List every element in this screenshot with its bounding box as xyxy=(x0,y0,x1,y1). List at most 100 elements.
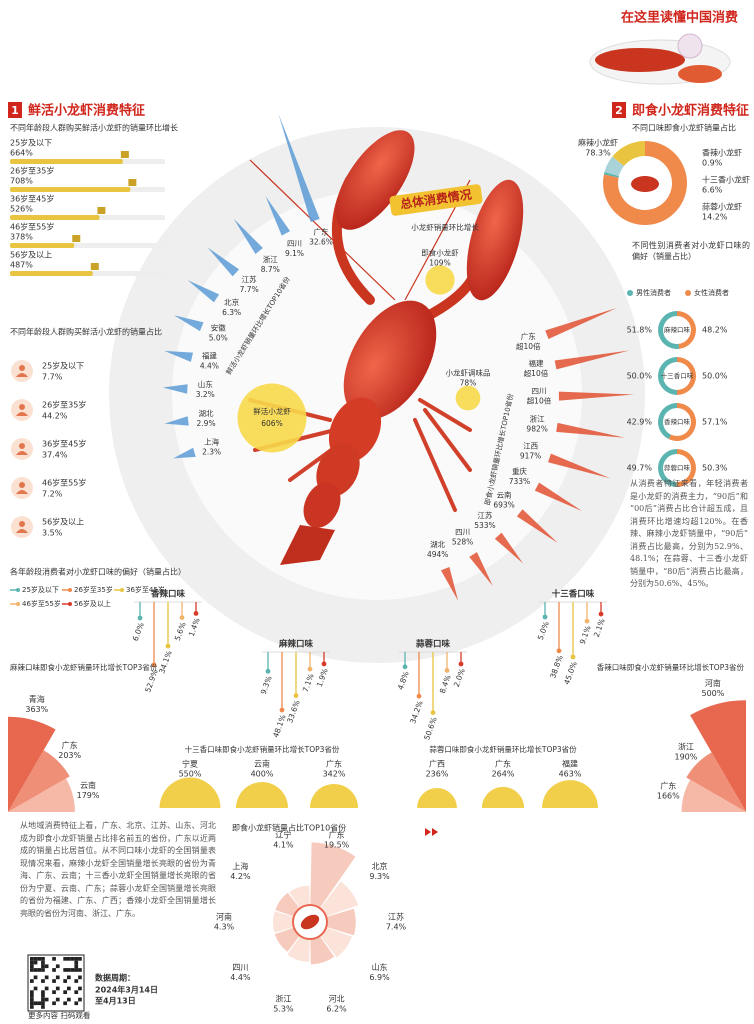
legend-marker xyxy=(68,602,72,606)
value-label: 超10倍 xyxy=(524,368,549,378)
qr-cell xyxy=(30,1001,34,1006)
category-label: 广东 xyxy=(521,331,536,341)
value-label: 109% xyxy=(429,258,450,267)
category-label: 鲜活小龙虾 xyxy=(253,406,291,416)
person-icon xyxy=(16,373,28,377)
header-title: 在这里读懂中国消费 xyxy=(621,10,738,26)
category-label: 江苏 xyxy=(242,274,257,284)
value-label: 78% xyxy=(460,379,477,388)
qr-cell xyxy=(30,1005,34,1009)
lollipop-dot xyxy=(542,614,548,620)
value-label: 44.2% xyxy=(42,412,68,421)
spike xyxy=(534,482,583,512)
qr-cell xyxy=(30,994,34,998)
qr-cell xyxy=(41,997,45,1002)
qr-cell xyxy=(70,957,75,961)
value-label: 6.9% xyxy=(369,973,390,982)
value-label: 2.9% xyxy=(197,419,216,428)
value-label: 4.8% xyxy=(396,670,411,691)
cart-icon xyxy=(90,263,99,270)
spike xyxy=(187,280,220,303)
category-label: 山东 xyxy=(198,379,213,389)
value-label: 733% xyxy=(509,477,530,486)
lollipop-dot xyxy=(321,661,327,667)
spike xyxy=(162,384,188,394)
person-icon xyxy=(19,365,25,371)
category-label: 云南 xyxy=(497,489,512,499)
ring-male xyxy=(657,449,677,487)
spike xyxy=(554,350,630,370)
tail xyxy=(303,482,341,528)
value-label: 533% xyxy=(474,521,495,530)
person-icon xyxy=(16,412,28,416)
category-label: 北京 xyxy=(224,297,239,307)
lollipop-dot xyxy=(179,615,185,620)
value-label: 4.1% xyxy=(273,841,294,850)
qr-cell xyxy=(67,968,71,972)
person-icon xyxy=(16,451,28,455)
value-label: 4.2% xyxy=(230,872,251,881)
qr-cell xyxy=(44,986,49,991)
person-icon xyxy=(19,443,25,449)
value-label: 2.1% xyxy=(592,617,607,638)
lollipop-dot xyxy=(137,615,143,621)
section-number: 1 xyxy=(11,104,19,117)
qr-cell xyxy=(70,968,75,972)
group-label: 蒜蓉口味 xyxy=(416,639,451,650)
garlic xyxy=(677,33,703,59)
value-label: 5.6% xyxy=(173,621,188,642)
qr-cell xyxy=(55,975,60,980)
period: 2024年3月14日 xyxy=(95,985,158,995)
category-label: 上海 xyxy=(204,436,219,446)
legend-marker xyxy=(16,588,20,592)
spike xyxy=(173,315,204,332)
rose-sector xyxy=(310,842,356,908)
right-claw xyxy=(466,179,524,301)
bubble xyxy=(455,385,481,411)
value-label: 14.2% xyxy=(702,213,728,222)
ring-male xyxy=(658,311,680,349)
consumer-note: 从消费者特征来看，年轻消费者是小龙虾的消费主力，“90后”和“00后”消费占比合… xyxy=(630,479,748,588)
antenna xyxy=(249,159,396,301)
category-label: 四川 xyxy=(232,963,248,972)
title-badge xyxy=(389,184,483,216)
lollipop-dot xyxy=(584,618,590,624)
qr-cell xyxy=(63,1001,67,1006)
category-label: 46岁至55岁 xyxy=(10,222,54,232)
qr-code xyxy=(27,954,85,1012)
qr-cell xyxy=(78,975,82,980)
legend-marker xyxy=(627,290,633,296)
cart-icon xyxy=(120,151,129,158)
person-icon xyxy=(16,529,28,533)
qr-cell xyxy=(37,1001,42,1006)
category-label: 江苏 xyxy=(388,912,404,922)
qr-cell xyxy=(41,968,45,972)
cart-icon xyxy=(97,207,106,214)
category-label: 56岁及以上 xyxy=(42,517,84,527)
period: 至4月13日 xyxy=(95,997,136,1006)
qr-cell xyxy=(30,960,34,965)
value-label: 19.5% xyxy=(324,841,350,850)
lollipop-dot xyxy=(279,707,285,713)
rose-sector xyxy=(310,936,335,965)
section-title: 鲜活小龙虾消费特征 xyxy=(28,103,145,119)
ring-male xyxy=(658,403,677,440)
qr-cell xyxy=(30,968,34,972)
spike xyxy=(516,509,558,543)
value-label: 57.1% xyxy=(702,418,728,427)
value-label: 400% xyxy=(251,770,274,779)
value-label: 34.2% xyxy=(408,699,425,724)
category-label: 四川 xyxy=(531,387,546,396)
category-label: 福建 xyxy=(528,358,543,368)
value-label: 550% xyxy=(179,770,202,779)
value-label: 664% xyxy=(10,149,33,158)
bar xyxy=(10,215,100,220)
ring-female xyxy=(668,403,697,441)
qr-cell xyxy=(78,997,82,1002)
donut-slice xyxy=(603,141,687,225)
spike xyxy=(548,453,611,479)
value-label: 1.4% xyxy=(187,617,202,638)
category-label: 广东 xyxy=(660,781,676,791)
qr-cell xyxy=(30,957,34,961)
chart-subtitle: 不同性别消费者对小龙虾口味的偏好（销量占比） xyxy=(632,241,750,261)
